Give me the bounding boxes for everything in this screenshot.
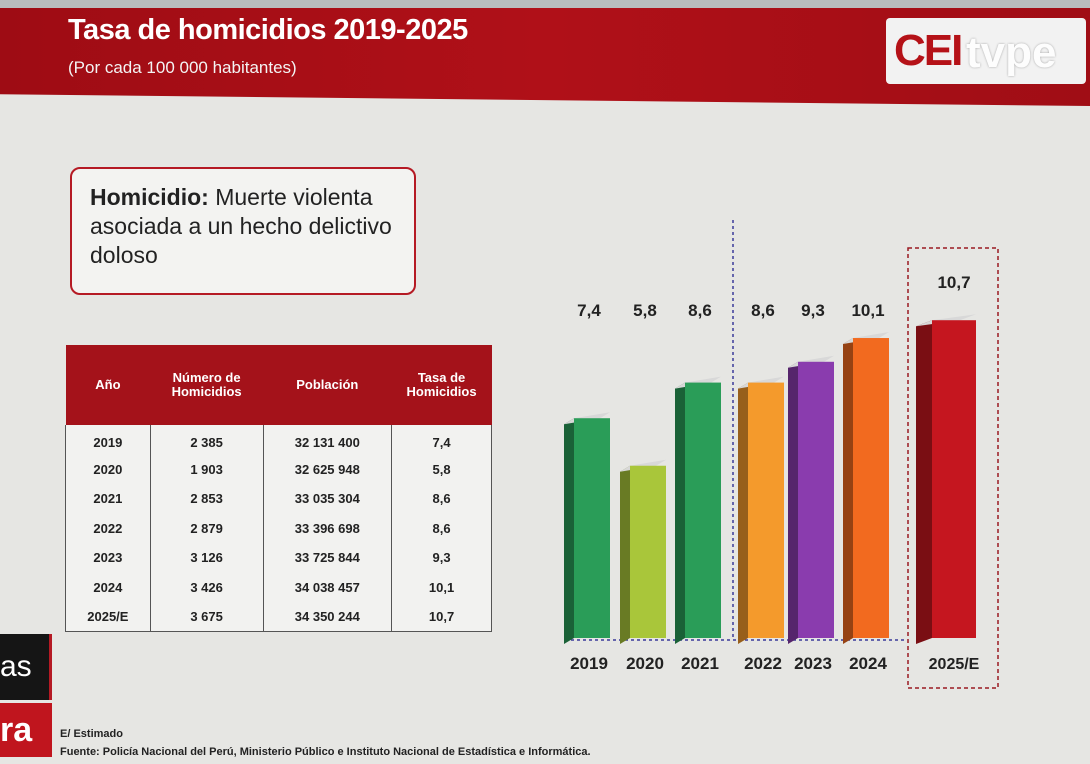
bar-side (738, 382, 748, 644)
bar-side (620, 465, 630, 644)
x-tick-label: 2021 (681, 654, 719, 673)
table-cell: 32 625 948 (262, 454, 393, 484)
bar (630, 465, 666, 638)
col-header-year: Año (65, 345, 151, 425)
definition-text: Muerte violenta asociada a un hecho deli… (90, 184, 392, 268)
estimate-box (907, 247, 999, 689)
data-label: 5,8 (633, 301, 657, 320)
table-cell: 2 385 (149, 425, 264, 455)
table-cell: 2 879 (149, 513, 264, 543)
table-cell: 2025/E (65, 602, 151, 632)
table-cell: 2023 (65, 543, 151, 573)
source-note: Fuente: Policía Nacional del Perú, Minis… (60, 746, 591, 758)
page-title: Tasa de homicidios 2019-2025 (68, 14, 468, 46)
x-tick-label: 2024 (849, 654, 887, 673)
table-cell: 3 126 (149, 543, 264, 573)
x-tick-label: 2019 (570, 654, 608, 673)
bar-side (675, 382, 685, 644)
table-cell: 33 035 304 (262, 484, 393, 514)
table-cell: 2022 (65, 513, 151, 543)
bar (574, 418, 610, 638)
table-row: 2023 3 126 33 725 844 9,3 (65, 543, 492, 573)
bar (748, 382, 784, 638)
ticker-line-2: ra (0, 703, 52, 757)
bar (798, 361, 834, 638)
table-cell: 5,8 (391, 454, 492, 484)
bar-side (843, 338, 853, 644)
definition-term: Homicidio: (90, 184, 209, 210)
table-row: 2020 1 903 32 625 948 5,8 (65, 454, 492, 484)
table-cell: 9,3 (391, 543, 492, 573)
table-cell: 3 426 (149, 572, 264, 602)
page-subtitle: (Por cada 100 000 habitantes) (68, 58, 297, 77)
table-cell: 2020 (65, 454, 151, 484)
table-cell: 8,6 (391, 513, 492, 543)
col-header-rate: Tasa de Homicidios (391, 345, 492, 425)
table-cell: 2 853 (149, 484, 264, 514)
top-strip (0, 0, 1090, 8)
x-tick-label: 2020 (626, 654, 664, 673)
data-label: 10,7 (937, 273, 970, 292)
col-header-homicides: Número de Homicidios (150, 345, 263, 425)
bar-side (916, 320, 932, 644)
table-row: 2024 3 426 34 038 457 10,1 (65, 572, 492, 602)
table-row: 2019 2 385 32 131 400 7,4 (65, 425, 492, 455)
table-cell: 3 675 (149, 602, 264, 632)
data-label: 10,1 (851, 301, 884, 320)
bar-side (564, 418, 574, 644)
table-cell: 32 131 400 (262, 425, 393, 455)
table-cell: 1 903 (149, 454, 264, 484)
bar (932, 320, 976, 638)
data-label: 7,4 (577, 301, 601, 320)
x-tick-label: 2022 (744, 654, 782, 673)
table-cell: 10,1 (391, 572, 492, 602)
col-header-population: Población (263, 345, 392, 425)
data-label: 8,6 (688, 301, 712, 320)
table-cell: 2019 (65, 425, 151, 455)
ticker-line-1: as (0, 634, 52, 700)
data-label: 8,6 (751, 301, 775, 320)
bar (853, 338, 889, 638)
logo-text: CEI (894, 26, 963, 75)
footnote: E/ Estimado (60, 728, 123, 740)
data-table: Año Número de Homicidios Población Tasa … (65, 345, 492, 632)
data-label: 9,3 (801, 301, 825, 320)
table-row: 2025/E 3 675 34 350 244 10,7 (65, 602, 492, 632)
x-tick-label: 2025/E (929, 656, 980, 673)
table-cell: 8,6 (391, 484, 492, 514)
table-cell: 10,7 (391, 602, 492, 632)
logo: CEI tvpe (886, 18, 1086, 84)
table-cell: 2021 (65, 484, 151, 514)
table-cell: 7,4 (391, 425, 492, 455)
table-cell: 34 350 244 (262, 602, 393, 632)
table-row: 2021 2 853 33 035 304 8,6 (65, 484, 492, 514)
table-cell: 2024 (65, 572, 151, 602)
table-cell: 33 396 698 (262, 513, 393, 543)
bar-side (788, 361, 798, 644)
table-row: 2022 2 879 33 396 698 8,6 (65, 513, 492, 543)
definition-box: Homicidio: Muerte violenta asociada a un… (70, 167, 416, 295)
channel-watermark: tvpe (966, 28, 1057, 77)
table-cell: 34 038 457 (262, 572, 393, 602)
bar (685, 382, 721, 638)
table-cell: 33 725 844 (262, 543, 393, 573)
x-tick-label: 2023 (794, 654, 832, 673)
